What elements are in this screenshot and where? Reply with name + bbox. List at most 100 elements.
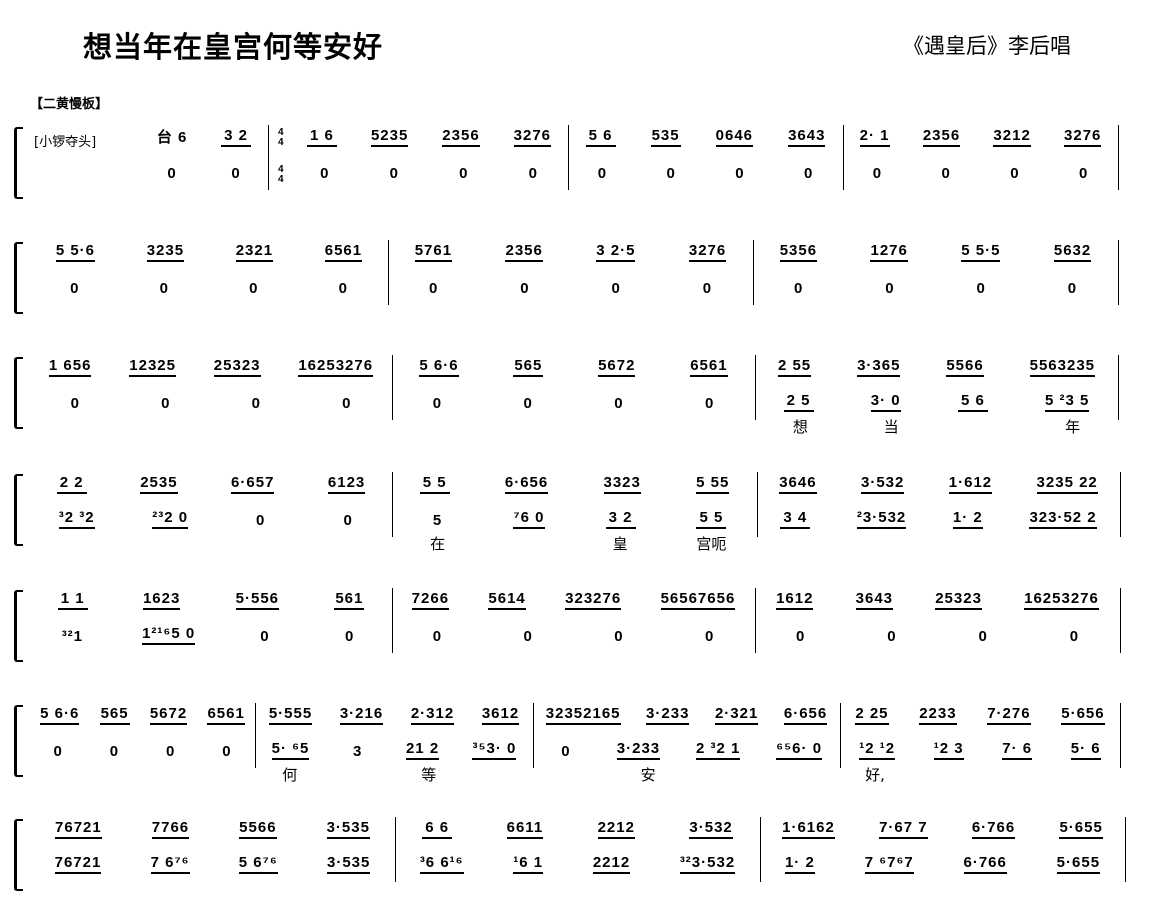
note-group: 0	[1010, 165, 1020, 182]
note-group: 0	[614, 628, 624, 645]
note-group: 0	[611, 280, 621, 297]
note-group: 6561	[207, 705, 245, 725]
barline	[533, 703, 534, 768]
time-signature-digit: 4	[278, 164, 284, 175]
note-group: 6·657	[231, 474, 275, 494]
note-group: 0	[432, 395, 443, 412]
measure: 2 25 2233 7·276 5·656 ¹2 ¹2 ¹2 3 7· 6 5· 6 好,	[840, 703, 1120, 784]
note-group: 0	[165, 743, 176, 760]
note-group: 535	[650, 127, 681, 147]
note-group: 3323	[603, 474, 641, 494]
lyric-syllable: 在	[430, 535, 446, 553]
note-group: 2 2	[56, 474, 87, 494]
note-group: 0	[53, 743, 63, 760]
note-group: 0	[70, 395, 80, 412]
barline	[392, 355, 393, 420]
melody-row: 1·6162 7·67 7 6·766 5·655	[760, 817, 1125, 839]
note-group: 16253276	[298, 357, 374, 377]
note-group: 5 5·6	[55, 242, 96, 262]
note-group: ³2 ³2	[58, 509, 95, 529]
melody-row: 5 5 6·656 3323 5 55	[392, 472, 757, 494]
note-group: 561	[334, 590, 365, 610]
note-group: 0	[793, 280, 804, 297]
note-group: 7 6⁷⁶	[150, 854, 190, 874]
note-group: 1·612	[948, 474, 993, 494]
note-group: 1 656	[48, 357, 92, 377]
note-group: 7·67 7	[879, 819, 928, 839]
note-group: 0	[109, 743, 120, 760]
lyric-syllable: 宫呃	[696, 535, 727, 553]
note-group: 0	[389, 165, 399, 182]
note-group: 5 6⁷⁶	[238, 854, 278, 874]
accompaniment-row: 0 0 0 0	[30, 738, 255, 760]
accompaniment-row: 0 3·233 2 ³2 1 ⁶⁵6· 0	[533, 738, 840, 760]
system-bracket	[14, 357, 23, 429]
score-system: 76721 7766 5566 3·535 76721 7 6⁷⁶ 5 6⁷⁶ 3·535 6 …	[0, 817, 1152, 897]
note-group: 2·321	[714, 705, 759, 725]
note-group: ¹2 3	[933, 740, 964, 760]
measure: 32352165 3·233 2·321 6·656 0 3·233 2 ³2 1 ⁶⁵6· …	[533, 703, 840, 785]
note-group: 3276	[1064, 127, 1102, 147]
note-group: 0	[231, 165, 241, 182]
note-group: 3646	[779, 474, 817, 494]
note-group: 3212	[993, 127, 1031, 147]
note-group: 2356	[505, 242, 543, 262]
note-group: 3643	[788, 127, 826, 147]
note-group: 3· 0	[870, 392, 901, 412]
note-group: 0	[666, 165, 676, 182]
accompaniment-row: 0 0 0 0	[392, 390, 755, 412]
note-group: 0	[260, 628, 270, 645]
barline	[255, 703, 256, 768]
note-group: 5 6·6	[40, 705, 80, 725]
score-system: 1 1 1623 5·556 561 ³²1 1²¹⁶5 0 0 0 7266 5614 32327…	[0, 588, 1152, 668]
note-group: 3 2	[605, 509, 636, 529]
note-group: 565	[99, 705, 130, 725]
lyric-syllable: 皇	[612, 535, 628, 553]
barline	[1120, 588, 1121, 653]
note-group: 2· 1	[859, 127, 890, 147]
note-group: ³²3·532	[679, 854, 736, 874]
note-group: 2 55	[777, 357, 812, 377]
note-group: 0	[70, 280, 80, 297]
note-group: 3612	[481, 705, 520, 725]
note-group: 2 5	[783, 392, 814, 412]
note-group: 5235	[370, 127, 409, 147]
lyric-syllable: 好,	[865, 766, 885, 784]
melody-row: 5356 1276 5 5·5 5632	[753, 240, 1118, 262]
note-group: 5761	[414, 242, 453, 262]
note-group: 0	[159, 280, 169, 297]
note-group: 5672	[149, 705, 188, 725]
note-group: 0	[561, 743, 571, 760]
note-group: 2212	[597, 819, 635, 839]
accompaniment-row: 0 0 0 0	[392, 623, 755, 645]
measure: 5 6·6 565 5672 6561 0 0 0 0	[392, 355, 755, 435]
barline	[1125, 817, 1126, 882]
accompaniment-row: 0 0 0 0	[268, 160, 568, 182]
note-group: 2321	[235, 242, 274, 262]
accompaniment-row: 0 0 0 0	[843, 160, 1118, 182]
note-group: ¹2 ¹2	[859, 740, 896, 760]
note-group: 0	[941, 165, 951, 182]
note-group: 0	[255, 512, 266, 529]
note-group: 0	[344, 628, 355, 645]
barline	[392, 472, 393, 537]
melody-row: 1 6 5235 2356 3276	[268, 125, 568, 147]
note-group: 5· 6	[1070, 740, 1101, 760]
note-group: 2212	[592, 854, 631, 874]
accompaniment-row: 3 4 ²3·532 1· 2 323·52 2	[757, 507, 1120, 529]
note-group: 3276	[688, 242, 727, 262]
note-group: 0	[885, 280, 895, 297]
lyrics-row: 安	[533, 763, 840, 785]
note-group: 3·535	[327, 854, 371, 874]
note-group: 6·656	[783, 705, 828, 725]
note-group: 3	[353, 743, 363, 760]
note-group: 2·312	[410, 705, 455, 725]
note-group: 25323	[935, 590, 982, 610]
note-group: 323276	[565, 590, 622, 610]
barline	[755, 588, 756, 653]
accompaniment-row: 0 0 0 0	[30, 390, 392, 412]
accompaniment-row: 5· ⁶5 3 21 2 ³⁵3· 0	[255, 738, 533, 760]
note-group: 5566	[946, 357, 984, 377]
note-group: 0646	[715, 127, 754, 147]
